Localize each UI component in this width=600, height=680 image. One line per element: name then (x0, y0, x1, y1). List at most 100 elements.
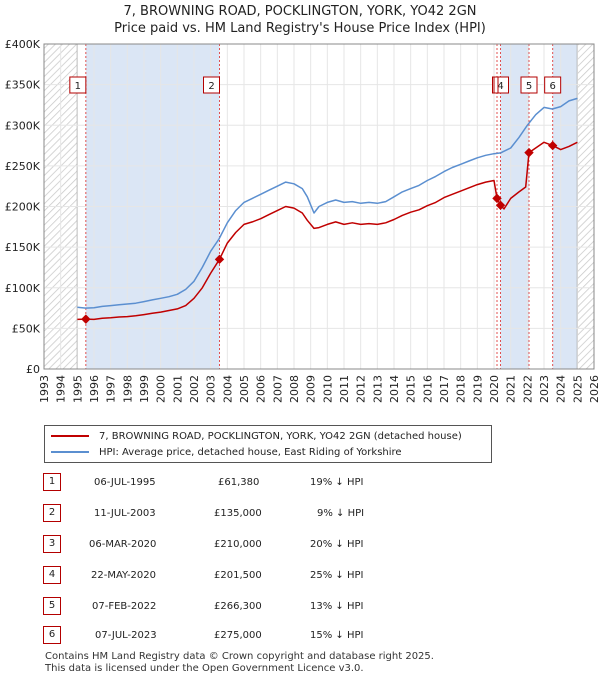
x-tick-label: 2015 (405, 375, 418, 403)
x-tick-label: 2023 (538, 375, 551, 403)
x-tick-label: 2022 (521, 375, 534, 403)
sale-label-box (203, 76, 220, 94)
sale-label-text: 5 (526, 81, 532, 92)
plot-border (43, 43, 595, 370)
sale-hpi-diff: 20% ↓ HPI (310, 539, 364, 550)
x-tick-label: 2014 (388, 375, 401, 403)
sale-number-badge: 1 (43, 473, 61, 491)
sale-price: £61,380 (218, 477, 260, 488)
y-tick-label: £350K (5, 79, 41, 92)
x-tick-label: 1996 (88, 375, 101, 403)
x-tick-label: 1998 (121, 375, 134, 403)
x-tick-label: 2000 (155, 375, 168, 403)
y-tick-label: £0 (26, 363, 40, 376)
sale-hpi-diff: 15% ↓ HPI (310, 630, 364, 641)
sale-label-text: 4 (497, 81, 503, 92)
sale-number-badge: 2 (43, 504, 61, 522)
sale-hpi-diff: 25% ↓ HPI (310, 570, 364, 581)
legend-swatch-hpi (51, 451, 89, 453)
legend-item-property: 7, BROWNING ROAD, POCKLINGTON, YORK, YO4… (51, 428, 462, 444)
x-tick-label: 2007 (271, 375, 284, 403)
sale-number-badge: 4 (43, 566, 61, 584)
x-tick-label: 2018 (455, 375, 468, 403)
sale-number-badge: 5 (43, 597, 61, 615)
sale-point (495, 200, 506, 210)
sale-date: 06-MAR-2020 (89, 539, 157, 550)
x-tick-label: 2011 (338, 375, 351, 403)
x-tick-label: 2003 (205, 375, 218, 403)
sale-price: £210,000 (214, 539, 262, 550)
x-tick-label: 2008 (288, 375, 301, 403)
sale-hpi-diff: 13% ↓ HPI (310, 601, 364, 612)
sale-date: 11-JUL-2003 (94, 508, 156, 519)
legend-item-hpi: HPI: Average price, detached house, East… (51, 444, 402, 460)
x-tick-label: 2001 (171, 375, 184, 403)
y-tick-label: £200K (5, 201, 41, 214)
footer-note: Contains HM Land Registry data © Crown c… (45, 651, 434, 675)
sale-hpi-diff: 9% ↓ HPI (317, 508, 365, 519)
x-tick-label: 2012 (355, 375, 368, 403)
x-tick-label: 2024 (555, 375, 568, 403)
x-tick-label: 2020 (488, 375, 501, 403)
y-tick-label: £250K (5, 160, 41, 173)
x-tick-label: 1997 (105, 375, 118, 403)
sale-label-text: 6 (549, 81, 555, 92)
sale-price: £266,300 (214, 601, 262, 612)
sale-point (81, 314, 91, 324)
legend-label-property: 7, BROWNING ROAD, POCKLINGTON, YORK, YO4… (99, 430, 462, 442)
sale-price: £135,000 (214, 508, 262, 519)
x-tick-label: 1993 (38, 375, 51, 403)
y-tick-label: £300K (5, 119, 41, 132)
x-tick-label: 1994 (55, 375, 68, 403)
x-tick-label: 2013 (371, 375, 384, 403)
footer-licence: This data is licensed under the Open Gov… (45, 663, 364, 674)
x-tick-label: 2019 (471, 375, 484, 403)
x-tick-label: 1995 (71, 375, 84, 403)
sales-table-row: 1 06-JUL-1995 £61,380 19% ↓ HPI (0, 473, 600, 491)
sale-date: 22-MAY-2020 (91, 570, 157, 581)
sale-label-text: 2 (208, 81, 214, 92)
sale-date: 07-JUL-2023 (95, 630, 157, 641)
x-tick-label: 2006 (255, 375, 268, 403)
price-chart: 1 2 4 5 6 £0 £50K £100K £150K £200K £250K £300K £35… (5, 38, 600, 403)
chart-legend: 7, BROWNING ROAD, POCKLINGTON, YORK, YO4… (44, 425, 492, 463)
sale-label-box (544, 76, 562, 94)
sale-point (214, 254, 225, 265)
hpi-line (77, 97, 578, 309)
sale-point (492, 193, 502, 204)
y-tick-label: £400K (5, 38, 41, 51)
sale-label-box (69, 76, 87, 94)
y-tick-label: £50K (12, 322, 41, 335)
sales-table-row: 5 07-FEB-2022 £266,300 13% ↓ HPI (0, 597, 600, 615)
x-tick-label: 2017 (438, 375, 451, 403)
sales-table-row: 3 06-MAR-2020 £210,000 20% ↓ HPI (0, 535, 600, 553)
sales-table-row: 6 07-JUL-2023 £275,000 15% ↓ HPI (0, 626, 600, 644)
x-tick-label: 2010 (321, 375, 334, 403)
x-tick-label: 2005 (238, 375, 251, 403)
sale-hpi-diff: 19% ↓ HPI (310, 477, 364, 488)
x-tick-label: 2016 (421, 375, 434, 403)
sale-label-box (493, 76, 499, 94)
x-tick-label: 2025 (571, 375, 584, 403)
sale-label-text: 1 (75, 81, 81, 92)
y-tick-label: £150K (5, 241, 41, 254)
x-tick-label: 2002 (188, 375, 201, 403)
footer-copyright: Contains HM Land Registry data © Crown c… (45, 651, 434, 662)
sale-point (524, 147, 534, 158)
sale-date: 06-JUL-1995 (94, 477, 156, 488)
sales-table-row: 2 11-JUL-2003 £135,000 9% ↓ HPI (0, 504, 600, 522)
sales-table-row: 4 22-MAY-2020 £201,500 25% ↓ HPI (0, 566, 600, 584)
chart-subtitle: Price paid vs. HM Land Registry's House … (114, 21, 486, 36)
y-tick-label: £100K (5, 282, 41, 295)
legend-swatch-property (51, 435, 89, 437)
x-tick-label: 2021 (505, 375, 518, 403)
x-tick-label: 2009 (305, 375, 318, 403)
x-tick-label: 2026 (588, 375, 600, 403)
chart-title: 7, BROWNING ROAD, POCKLINGTON, YORK, YO4… (123, 4, 477, 19)
sale-label-box (520, 76, 538, 94)
sale-price: £275,000 (214, 630, 262, 641)
sale-point (547, 140, 558, 151)
legend-label-hpi: HPI: Average price, detached house, East… (99, 446, 402, 458)
x-tick-label: 1999 (138, 375, 151, 403)
sale-number-badge: 6 (43, 626, 61, 644)
